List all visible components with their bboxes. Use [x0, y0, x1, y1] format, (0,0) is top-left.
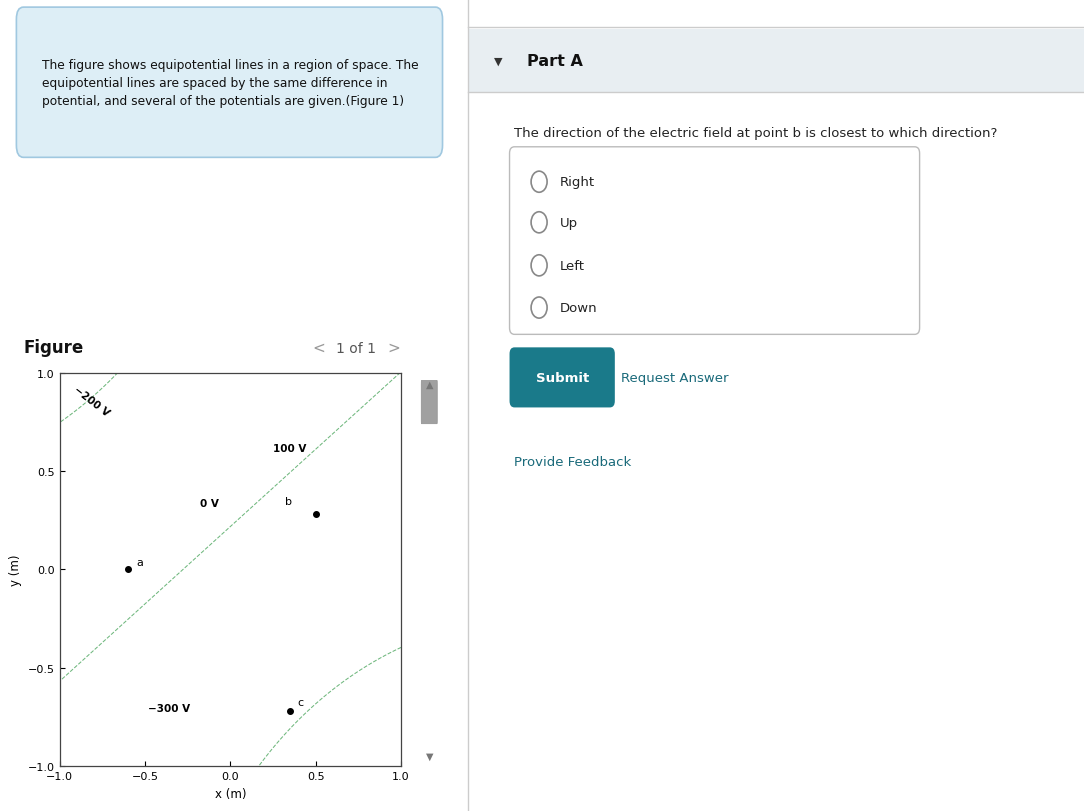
Text: Request Answer: Request Answer: [621, 371, 728, 384]
Text: 100 V: 100 V: [273, 444, 307, 453]
Text: c: c: [297, 697, 304, 707]
Text: >: >: [387, 341, 400, 356]
FancyBboxPatch shape: [16, 8, 442, 158]
Text: The figure shows equipotential lines in a region of space. The
equipotential lin: The figure shows equipotential lines in …: [42, 59, 418, 108]
Text: Submit: Submit: [535, 371, 589, 384]
X-axis label: x (m): x (m): [215, 787, 246, 800]
Text: 0 V: 0 V: [199, 499, 219, 508]
Text: <: <: [312, 341, 325, 356]
FancyBboxPatch shape: [422, 381, 437, 424]
Text: ▲: ▲: [426, 379, 433, 389]
Y-axis label: y (m): y (m): [9, 554, 22, 586]
FancyBboxPatch shape: [509, 348, 615, 408]
FancyBboxPatch shape: [468, 30, 1084, 93]
Text: Figure: Figure: [24, 339, 83, 357]
Text: b: b: [285, 497, 292, 507]
Text: Up: Up: [559, 217, 578, 230]
Text: Right: Right: [559, 176, 594, 189]
Text: Down: Down: [559, 302, 597, 315]
Text: ▼: ▼: [494, 57, 503, 67]
Text: Provide Feedback: Provide Feedback: [515, 456, 632, 469]
Text: 1 of 1: 1 of 1: [336, 341, 376, 356]
FancyBboxPatch shape: [509, 148, 919, 335]
Text: The direction of the electric field at point b is closest to which direction?: The direction of the electric field at p…: [515, 127, 998, 140]
Text: a: a: [137, 558, 143, 568]
Text: −300 V: −300 V: [149, 703, 191, 714]
Text: Part A: Part A: [527, 54, 583, 69]
Text: −200 V: −200 V: [72, 384, 111, 418]
Text: Left: Left: [559, 260, 584, 272]
Text: ▼: ▼: [426, 750, 433, 761]
